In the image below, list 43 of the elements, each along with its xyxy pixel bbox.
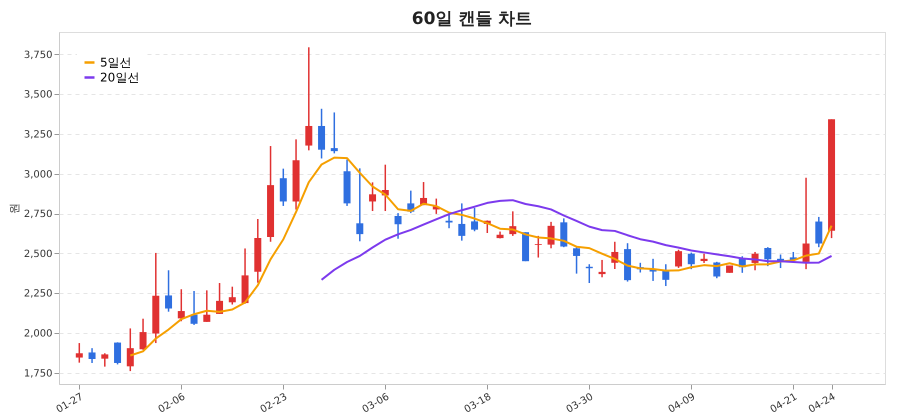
legend-label: 20일선 bbox=[100, 70, 140, 84]
candlestick bbox=[446, 214, 453, 229]
candlestick bbox=[394, 212, 402, 240]
candlestick bbox=[688, 252, 695, 270]
candlestick bbox=[178, 288, 185, 322]
y-tick-label: 1,750 bbox=[24, 368, 52, 380]
candlestick bbox=[203, 290, 210, 323]
candlestick bbox=[114, 342, 122, 366]
candlestick bbox=[88, 347, 96, 364]
candlestick bbox=[228, 286, 236, 306]
candlestick bbox=[675, 248, 682, 269]
chart-title: 60일 캔들 차트 bbox=[412, 9, 532, 29]
candlestick bbox=[458, 202, 466, 242]
y-tick-label: 2,250 bbox=[24, 288, 52, 300]
candlestick bbox=[471, 207, 478, 232]
candlestick bbox=[140, 318, 147, 351]
candlestick bbox=[356, 168, 364, 242]
candlestick bbox=[76, 342, 83, 364]
candlestick bbox=[534, 235, 542, 258]
line-series bbox=[320, 199, 833, 281]
candlestick bbox=[190, 290, 198, 326]
candlestick bbox=[700, 252, 708, 264]
candlestick bbox=[318, 108, 326, 160]
legend-label: 5일선 bbox=[100, 56, 132, 70]
y-tick-label: 3,250 bbox=[24, 129, 52, 140]
candlestick bbox=[280, 168, 287, 207]
candlestick bbox=[101, 352, 108, 368]
y-tick-label: 2,750 bbox=[24, 209, 52, 220]
candlestick bbox=[126, 328, 134, 372]
candlestick bbox=[305, 46, 312, 152]
y-tick-label: 2,500 bbox=[24, 248, 52, 260]
candlestick bbox=[330, 112, 338, 154]
candlestick bbox=[598, 259, 606, 278]
candlestick bbox=[764, 246, 772, 267]
candlestick bbox=[369, 182, 376, 212]
candlestick bbox=[815, 216, 822, 248]
y-tick-label: 3,750 bbox=[24, 50, 52, 61]
candlestick bbox=[573, 246, 580, 274]
y-tick-label: 3,500 bbox=[24, 90, 52, 101]
y-axis-title: 원 bbox=[8, 203, 21, 214]
y-tick-label: 2,000 bbox=[24, 328, 52, 340]
candlestick bbox=[165, 270, 172, 312]
y-tick-label: 3,000 bbox=[24, 169, 52, 180]
